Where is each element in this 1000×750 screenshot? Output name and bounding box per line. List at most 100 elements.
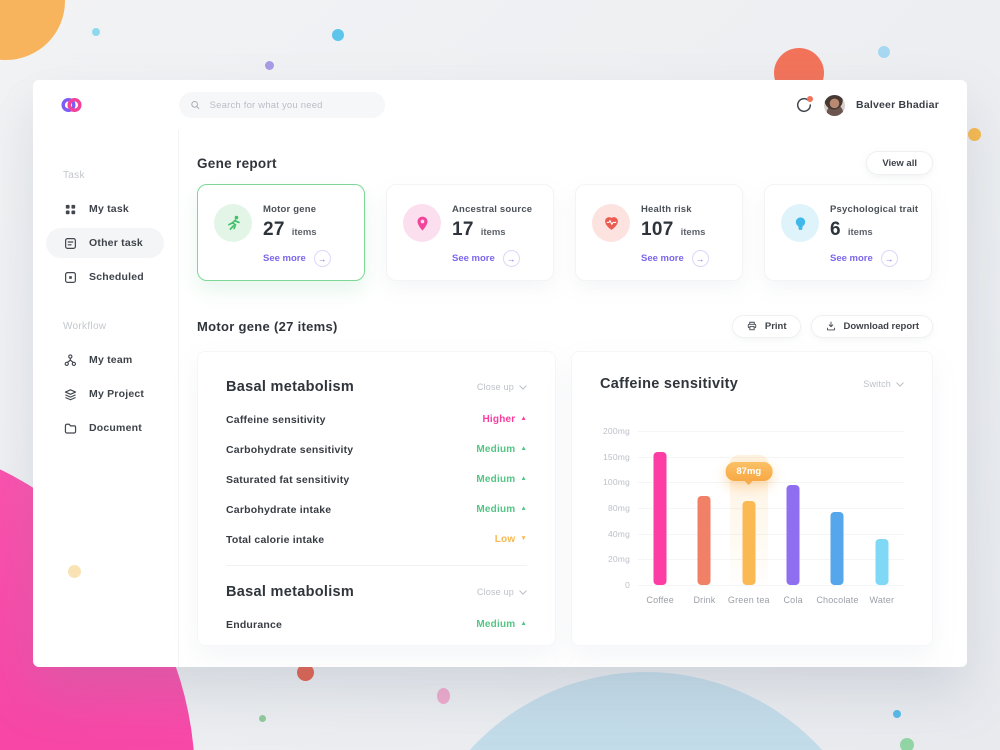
y-tick-label: 200mg: [603, 426, 630, 436]
report-group-header: Basal metabolism Close up: [226, 378, 527, 396]
sidebar-item-document[interactable]: Document: [46, 413, 164, 443]
search-bar[interactable]: [179, 92, 385, 118]
arrow-right-icon: →: [691, 250, 709, 267]
stat-card-motor-gene[interactable]: Motor gene 27 items See more →: [197, 184, 365, 281]
report-card: Basal metabolism Close up Caffeine sensiti…: [197, 351, 556, 646]
report-row-label: Carbohydrate intake: [226, 503, 332, 516]
stat-card-count: 27 items: [263, 219, 317, 241]
decorative-dot-cream-sidebar: [68, 565, 81, 578]
chart-title: Caffeine sensitivity: [600, 376, 739, 392]
close-up-dropdown[interactable]: Close up: [477, 382, 527, 392]
see-more-link[interactable]: See more →: [452, 250, 520, 267]
triangle-up-icon: ▲: [520, 445, 527, 453]
report-row-value: Medium ▲: [476, 619, 527, 630]
see-more-link[interactable]: See more →: [830, 250, 898, 267]
triangle-down-icon: ▼: [520, 535, 527, 543]
decorative-dot-lightblue: [878, 46, 890, 58]
stat-count-unit: items: [680, 227, 706, 238]
decorative-dot-cyan-2: [332, 29, 344, 41]
report-row-carbohydrate-sensitivity: Carbohydrate sensitivity Medium ▲: [226, 443, 527, 456]
see-more-label: See more: [830, 253, 873, 264]
value-text: Medium: [476, 444, 516, 455]
decorative-dot-green-bottom: [259, 715, 266, 722]
sidebar-item-my-team[interactable]: My team: [46, 345, 164, 375]
stat-card-info: Psychological trait 6 items: [830, 204, 918, 241]
arrow-right-icon: →: [880, 250, 898, 267]
switch-dropdown[interactable]: Switch: [863, 379, 904, 389]
print-button[interactable]: Print: [731, 314, 801, 338]
sidebar-section-label: Task: [63, 170, 85, 181]
y-tick-label: 20mg: [607, 554, 630, 565]
gridline: [638, 456, 904, 458]
section-actions: Print Download report: [731, 314, 933, 338]
stat-card-ancestral-source[interactable]: Ancestral source 17 items See more →: [386, 184, 554, 281]
logo-rings-icon: [61, 97, 82, 113]
arrow-right-icon: →: [313, 250, 331, 267]
location-pin-icon: [403, 204, 441, 242]
download-icon: [826, 321, 835, 331]
view-all-button[interactable]: View all: [866, 151, 933, 175]
bar-chocolate[interactable]: [830, 512, 844, 585]
gridline: [638, 482, 904, 484]
sidebar-item-my-project[interactable]: My Project: [46, 379, 164, 409]
value-text: Medium: [476, 619, 516, 630]
report-row-value: Higher ▲: [482, 414, 527, 425]
bar-column-coffee: [638, 431, 682, 585]
triangle-up-icon: ▲: [520, 415, 527, 423]
stat-count-unit: items: [291, 227, 317, 238]
see-more-link[interactable]: See more →: [263, 250, 331, 267]
bar-drink[interactable]: [697, 496, 711, 585]
layers-icon: [63, 387, 78, 402]
report-row-label: Endurance: [226, 618, 283, 631]
decorative-dot-purple: [265, 61, 274, 70]
bar-column-chocolate: [815, 431, 859, 585]
see-more-label: See more: [263, 253, 306, 264]
report-group-divider: [226, 565, 527, 566]
decorative-dot-cyan: [92, 28, 100, 36]
stat-count-number: 107: [641, 219, 674, 240]
decorative-circle-orange-topleft: [0, 0, 65, 60]
sidebar-item-scheduled[interactable]: Scheduled: [46, 262, 164, 292]
avatar[interactable]: [824, 94, 846, 116]
team-icon: [63, 353, 78, 368]
triangle-up-icon: ▲: [520, 620, 527, 628]
sidebar-item-label: Scheduled: [89, 271, 144, 283]
arrow-right-icon: →: [502, 250, 520, 267]
x-tick-label: Chocolate: [816, 595, 859, 605]
bar-column-cola: [771, 431, 815, 585]
folder-icon: [63, 421, 78, 436]
stat-card-psychological-trait[interactable]: Psychological trait 6 items See more →: [764, 184, 932, 281]
stat-cards-row: Motor gene 27 items See more → Ancestral sour…: [197, 184, 933, 281]
y-tick-label: 150mg: [603, 451, 630, 462]
gridline: [638, 585, 904, 586]
close-up-dropdown[interactable]: Close up: [477, 587, 527, 597]
download-report-button[interactable]: Download report: [810, 314, 933, 338]
sidebar-item-my-task[interactable]: My task: [46, 194, 164, 224]
close-up-label: Close up: [476, 382, 514, 392]
stat-card-health-risk[interactable]: Health risk 107 items See more →: [575, 184, 743, 281]
notification-button[interactable]: [795, 96, 814, 114]
detail-cards-row: Basal metabolism Close up Caffeine sensiti…: [197, 351, 933, 646]
sidebar-item-other-task[interactable]: Other task: [46, 228, 164, 258]
bar-coffee[interactable]: [653, 452, 667, 585]
sidebar-item-label: Document: [89, 422, 142, 434]
sidebar-item-label: My team: [89, 354, 133, 366]
report-row-carbohydrate-intake: Carbohydrate intake Medium ▲: [226, 503, 527, 516]
see-more-link[interactable]: See more →: [641, 250, 709, 267]
decorative-dot-green-bottomright: [900, 738, 914, 750]
bar-water[interactable]: [875, 539, 889, 585]
app-logo[interactable]: [59, 96, 85, 114]
stat-count-number: 17: [452, 219, 474, 240]
report-row-value: Medium ▲: [476, 444, 527, 455]
triangle-up-icon: ▲: [520, 475, 527, 483]
bar-green-tea[interactable]: [742, 501, 756, 585]
bar-cola[interactable]: [786, 485, 800, 585]
decorative-dot-blue-bottomright: [893, 710, 901, 718]
close-up-label: Close up: [476, 587, 514, 597]
search-input[interactable]: [207, 98, 374, 112]
app-panel: Balveer Bhadiar Task My task Other task Sch…: [33, 80, 967, 667]
content-header: Gene report View all: [197, 150, 933, 176]
stat-count-number: 6: [830, 219, 841, 240]
x-tick-label: Water: [869, 595, 895, 605]
